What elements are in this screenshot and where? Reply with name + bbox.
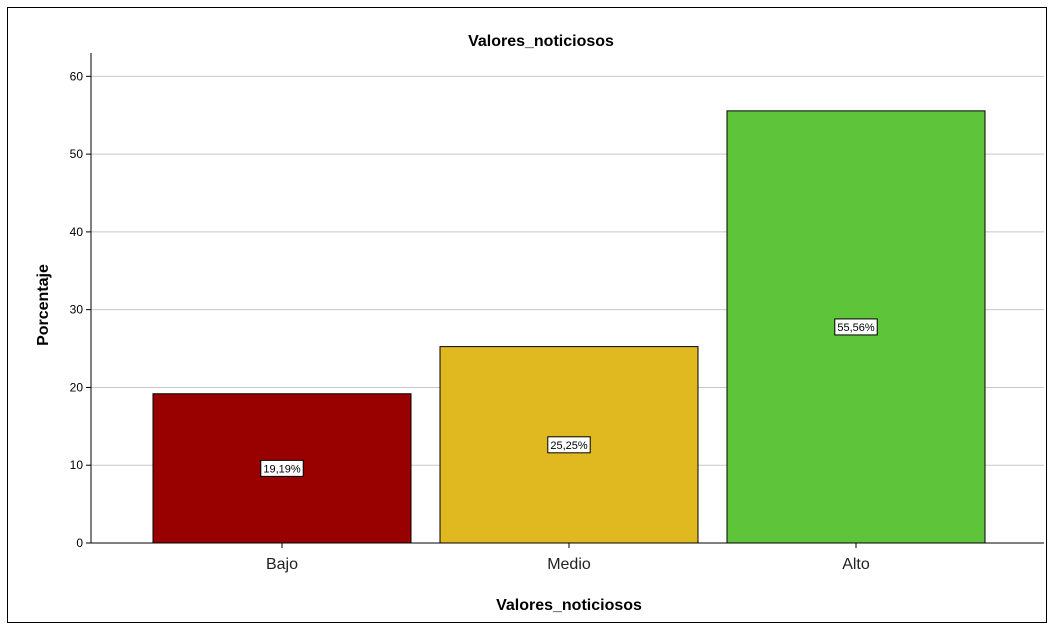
y-tick-label: 20 xyxy=(70,380,84,394)
data-label-bajo: 19,19% xyxy=(260,459,304,477)
data-label-text: 19,19% xyxy=(263,463,301,475)
y-tick-label: 0 xyxy=(76,536,83,550)
data-labels: 19,19% 25,25% 55,56% xyxy=(260,318,878,477)
x-tick-label-medio: Medio xyxy=(547,556,591,573)
data-label-medio: 25,25% xyxy=(547,436,591,454)
data-label-box xyxy=(260,459,304,477)
y-tick-label: 50 xyxy=(70,147,84,161)
x-axis-ticks: Bajo Medio Alto xyxy=(266,543,870,573)
y-tick-label: 40 xyxy=(70,225,84,239)
y-tick-label: 10 xyxy=(70,458,84,472)
x-axis-title: Valores_noticiosos xyxy=(496,597,642,614)
data-label-box xyxy=(834,318,878,336)
axes xyxy=(90,53,1044,544)
x-tick-label-bajo: Bajo xyxy=(266,556,298,573)
data-label-text: 25,25% xyxy=(550,440,588,452)
chart-title: Valores_noticiosos xyxy=(468,33,614,50)
y-axis-title: Porcentaje xyxy=(35,264,52,346)
y-axis-ticks: 0 10 20 30 40 50 60 xyxy=(70,69,91,550)
data-label-box xyxy=(547,436,591,454)
x-tick-label-alto: Alto xyxy=(842,556,870,573)
bar-chart: Valores_noticiosos 0 10 20 30 40 50 60 Bajo Med… xyxy=(35,33,1044,614)
y-tick-label: 30 xyxy=(70,303,84,317)
data-label-text: 55,56% xyxy=(837,322,875,334)
data-label-alto: 55,56% xyxy=(834,318,878,336)
y-tick-label: 60 xyxy=(70,69,84,83)
chart-frame: Valores_noticiosos 0 10 20 30 40 50 60 Bajo Med… xyxy=(7,7,1047,623)
